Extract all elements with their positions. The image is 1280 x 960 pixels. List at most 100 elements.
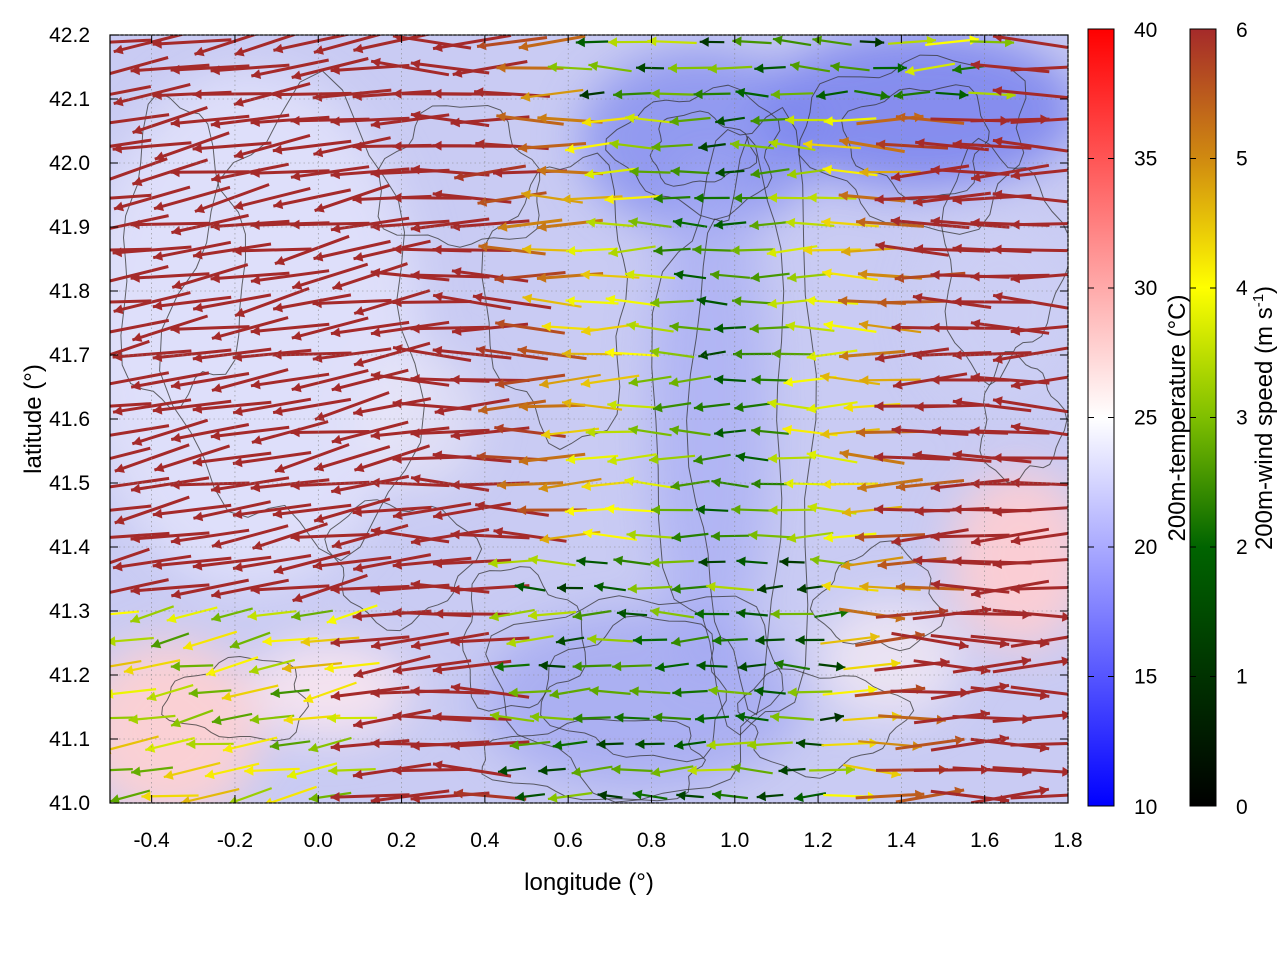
wind-vector-head xyxy=(992,244,1002,255)
wind-vector-head xyxy=(875,352,885,363)
wind-vector xyxy=(1010,168,1068,178)
wind-vector xyxy=(890,164,970,180)
wind-vector-head xyxy=(694,193,704,203)
wind-vector-head xyxy=(856,217,866,228)
wind-vector-head xyxy=(891,659,901,669)
wind-vector-head xyxy=(821,581,831,592)
wind-vector xyxy=(854,686,926,698)
wind-vector-head xyxy=(999,638,1010,649)
wind-vector-head xyxy=(1010,325,1021,336)
wind-vector xyxy=(233,133,311,159)
wind-vector-head xyxy=(952,139,962,150)
wind-vector xyxy=(250,58,330,78)
wind-vector-head xyxy=(146,691,157,702)
wind-vector-head xyxy=(999,682,1009,692)
wind-vector xyxy=(110,446,151,461)
wind-vector xyxy=(1010,324,1068,334)
wind-vector xyxy=(211,368,289,392)
wind-vector-head xyxy=(74,461,84,471)
wind-vector-head xyxy=(839,350,849,361)
wind-vector-head xyxy=(180,796,191,803)
wind-vector-head xyxy=(476,451,486,462)
wind-vector-head xyxy=(474,87,484,98)
wind-vector xyxy=(232,397,312,415)
wind-vector-head xyxy=(952,397,963,408)
wind-vector-head xyxy=(586,217,596,228)
wind-vector xyxy=(538,477,602,491)
wind-vector xyxy=(930,326,1010,330)
y-tick-label: 41.0 xyxy=(49,792,90,815)
wind-vector-head xyxy=(273,302,283,313)
wind-vector-head xyxy=(626,320,637,331)
wind-vector-head xyxy=(370,221,380,232)
wind-vector xyxy=(274,443,350,473)
wind-vector-head xyxy=(874,504,884,515)
wind-vector-head xyxy=(112,247,122,258)
wind-vector-head xyxy=(410,323,420,334)
wind-vector-head xyxy=(145,743,156,753)
wind-vector-head xyxy=(110,794,120,803)
wind-vector xyxy=(875,609,949,619)
x-tick-label: 0.2 xyxy=(387,829,416,852)
temperature-colorbar-title: 200m-temperature (°C) xyxy=(1164,294,1191,541)
wind-vector-head xyxy=(330,690,341,701)
wind-vector xyxy=(819,374,881,386)
wind-vector xyxy=(291,57,369,79)
wind-vector xyxy=(352,505,432,515)
wind-vector xyxy=(273,35,351,52)
wind-vector xyxy=(250,372,330,388)
wind-vector-head xyxy=(576,556,586,567)
wind-vector-head xyxy=(477,197,488,207)
wind-vector-head xyxy=(252,540,263,551)
wind-vector xyxy=(192,347,272,361)
wind-vector xyxy=(210,271,290,281)
wind-vector xyxy=(123,659,181,673)
wind-vector-head xyxy=(970,372,980,383)
wind-vector-head xyxy=(152,404,163,415)
contour-line xyxy=(324,499,483,632)
wind-vector-head xyxy=(251,435,262,445)
wind-vector-head xyxy=(536,272,547,283)
wind-vector-head xyxy=(290,115,300,126)
wind-vector xyxy=(952,658,1032,674)
wind-vector xyxy=(478,244,546,256)
wind-vector-head xyxy=(163,770,174,780)
wind-vector-head xyxy=(731,504,741,515)
wind-vector-head xyxy=(89,713,98,723)
wind-vector xyxy=(476,36,548,48)
wind-vector-head xyxy=(410,793,420,803)
wind-vector-head xyxy=(707,63,717,74)
wind-vector-head xyxy=(517,345,527,356)
wind-vector-head xyxy=(597,790,608,801)
wind-vector xyxy=(313,136,391,156)
wind-vector-head xyxy=(757,583,767,594)
wind-vector-head xyxy=(787,272,797,283)
wind-vector xyxy=(1010,222,1068,227)
y-tick-label: 42.2 xyxy=(49,24,90,47)
wind-colorbar: 0 1 2 3 4 5 6 200m-wind speed (m s-1) xyxy=(1189,19,1278,819)
wind-vector xyxy=(930,736,1010,752)
wind-vector-head xyxy=(432,345,443,356)
wind-vector xyxy=(272,188,352,208)
y-axis-title: latitude (°) xyxy=(20,364,47,474)
wind-vector-head xyxy=(767,398,777,409)
wind-vector xyxy=(432,293,512,311)
wind-vector-head xyxy=(154,201,164,211)
wind-vector-head xyxy=(331,485,341,495)
wind-vector xyxy=(392,714,472,722)
wind-vector-head xyxy=(233,200,244,211)
contour-line xyxy=(540,615,727,763)
wind-vector-head xyxy=(314,513,325,524)
wind-vector-head xyxy=(736,608,746,619)
wind-vector-head xyxy=(171,432,181,443)
wind-vector-head xyxy=(667,63,677,74)
wind-vector-head xyxy=(352,611,362,622)
wind-vector xyxy=(112,141,192,151)
wind-vector-head xyxy=(521,189,531,200)
wind-vector-head xyxy=(353,406,363,417)
wind-vector-head xyxy=(653,193,663,204)
wind-vector xyxy=(170,372,250,388)
wind-vector-head xyxy=(330,792,340,802)
wind-vector-head xyxy=(312,560,323,571)
wind-vector-head xyxy=(698,557,708,567)
